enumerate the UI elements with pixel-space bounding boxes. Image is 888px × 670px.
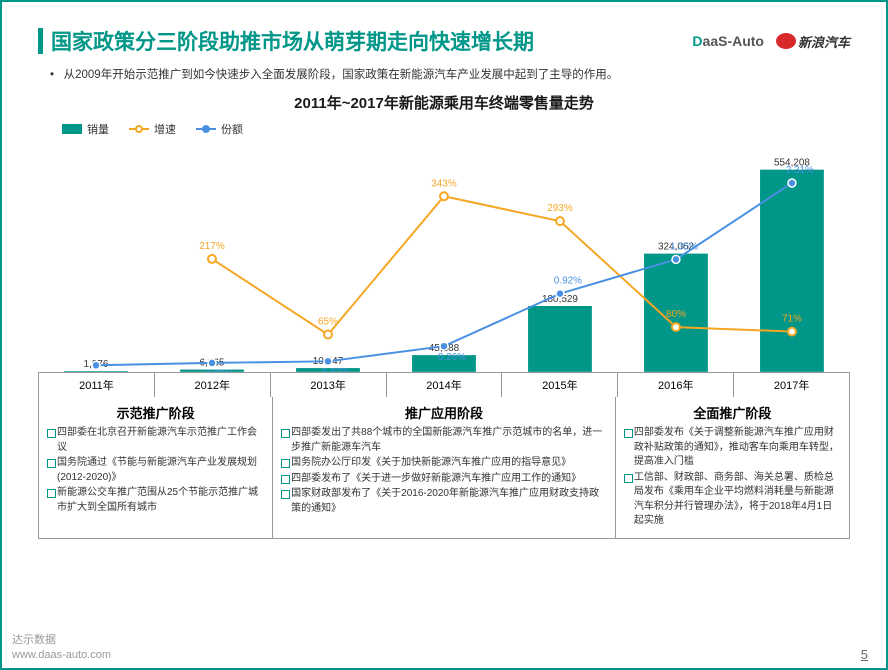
growth-point [440, 192, 448, 200]
share-label: 1.35% [670, 241, 698, 252]
share-label: 0.26% [438, 352, 466, 363]
x-axis-label: 2012年 [155, 373, 271, 397]
growth-point [324, 331, 332, 339]
share-label: 0.92% [554, 276, 582, 287]
sina-eye-icon [776, 33, 796, 49]
growth-label: 217% [199, 241, 225, 252]
phase-title: 全面推广阶段 [624, 403, 841, 422]
phase-item: 国务院通过《节能与新能源汽车产业发展规划(2012-2020)》 [47, 456, 264, 485]
phase-panel: 全面推广阶段四部委发布《关于调整新能源汽车推广应用财政补贴政策的通知》，推动客车… [616, 397, 850, 539]
legend-growth-swatch [129, 128, 149, 130]
share-label: 0.07% [322, 367, 350, 372]
phase-title: 推广应用阶段 [281, 403, 607, 422]
sina-auto-logo: 新浪汽车 [776, 32, 850, 51]
footer-brand: 达示数据 www.daas-auto.com [12, 633, 111, 662]
legend-sales: 销量 [62, 121, 109, 137]
legend-share: 份额 [196, 121, 243, 137]
phase-item: 国务院办公厅印发《关于加快新能源汽车推广应用的指导意见》 [281, 456, 607, 471]
growth-label: 80% [666, 309, 686, 320]
growth-label: 65% [318, 317, 338, 328]
policy-phases: 示范推广阶段四部委在北京召开新能源汽车示范推广工作会议国务院通过《节能与新能源汽… [38, 397, 850, 539]
chart-plot-area: 1,9766,26510,34745,888180,529324,062554,… [38, 143, 850, 373]
phase-title: 示范推广阶段 [47, 403, 264, 422]
phase-item: 四部委发出了共88个城市的全国新能源汽车推广示范城市的名单，进一步推广新能源车汽… [281, 426, 607, 455]
x-axis-label: 2016年 [618, 373, 734, 397]
phase-item-list: 四部委发出了共88个城市的全国新能源汽车推广示范城市的名单，进一步推广新能源车汽… [281, 426, 607, 516]
legend-sales-swatch [62, 124, 82, 134]
daas-auto-logo: DaaS-Auto [692, 33, 764, 49]
title-accent-bar [38, 28, 43, 54]
chart-x-axis: 2011年2012年2013年2014年2015年2016年2017年 [38, 373, 850, 397]
x-axis-label: 2011年 [39, 373, 155, 397]
phase-item: 四部委发布《关于调整新能源汽车推广应用财政补贴政策的通知》，推动客车向乘用车转型… [624, 426, 841, 470]
share-point [208, 359, 216, 367]
share-point [672, 255, 680, 263]
x-axis-label: 2013年 [271, 373, 387, 397]
growth-label: 343% [431, 178, 457, 189]
phase-item: 新能源公交车推广范围从25个节能示范推广城市扩大到全国所有城市 [47, 486, 264, 515]
chart-title: 2011年~2017年新能源乘用车终端零售量走势 [2, 92, 886, 113]
footer: 达示数据 www.daas-auto.com 5 [12, 633, 868, 662]
x-axis-label: 2017年 [734, 373, 850, 397]
intro-text: • 从2009年开始示范推广到如今快速步入全面发展阶段，国家政策在新能源汽车产业… [2, 66, 886, 88]
phase-item: 工信部、财政部、商务部、海关总署、质检总局发布《乘用车企业平均燃料消耗量与新能源… [624, 471, 841, 529]
x-axis-label: 2014年 [387, 373, 503, 397]
phase-item-list: 四部委发布《关于调整新能源汽车推广应用财政补贴政策的通知》，推动客车向乘用车转型… [624, 426, 841, 529]
phase-panel: 推广应用阶段四部委发出了共88个城市的全国新能源汽车推广示范城市的名单，进一步推… [273, 397, 616, 539]
phase-item: 四部委发布了《关于进一步做好新能源汽车推广应用工作的通知》 [281, 472, 607, 487]
bar-2017年 [760, 170, 824, 372]
logo-group: DaaS-Auto 新浪汽车 [692, 32, 850, 51]
legend-growth: 增速 [129, 121, 176, 137]
header: 国家政策分三阶段助推市场从萌芽期走向快速增长期 DaaS-Auto 新浪汽车 [2, 2, 886, 66]
page-number: 5 [861, 647, 868, 662]
title-wrap: 国家政策分三阶段助推市场从萌芽期走向快速增长期 [38, 26, 534, 56]
share-point [788, 179, 796, 187]
phase-item-list: 四部委在北京召开新能源汽车示范推广工作会议国务院通过《节能与新能源汽车产业发展规… [47, 426, 264, 515]
growth-label: 293% [547, 203, 573, 214]
x-axis-label: 2015年 [502, 373, 618, 397]
share-label: 2.31% [786, 165, 814, 176]
growth-point [208, 255, 216, 263]
growth-point [788, 328, 796, 336]
phase-panel: 示范推广阶段四部委在北京召开新能源汽车示范推广工作会议国务院通过《节能与新能源汽… [38, 397, 273, 539]
page-title: 国家政策分三阶段助推市场从萌芽期走向快速增长期 [51, 26, 534, 56]
share-point [92, 361, 100, 369]
share-label: 0.02% [90, 371, 118, 372]
phase-item: 四部委在北京召开新能源汽车示范推广工作会议 [47, 426, 264, 455]
share-label: 0.05% [206, 369, 234, 372]
chart-svg: 1,9766,26510,34745,888180,529324,062554,… [38, 143, 850, 372]
share-point [324, 357, 332, 365]
legend-share-swatch [196, 128, 216, 130]
growth-label: 71% [782, 314, 802, 325]
phase-item: 国家财政部发布了《关于2016-2020年新能源汽车推广应用财政支持政策的通知》 [281, 487, 607, 516]
growth-point [672, 323, 680, 331]
chart-legend: 销量 增速 份额 [2, 121, 886, 137]
growth-point [556, 217, 564, 225]
share-point [440, 342, 448, 350]
share-point [556, 290, 564, 298]
bar-2015年 [528, 306, 592, 372]
